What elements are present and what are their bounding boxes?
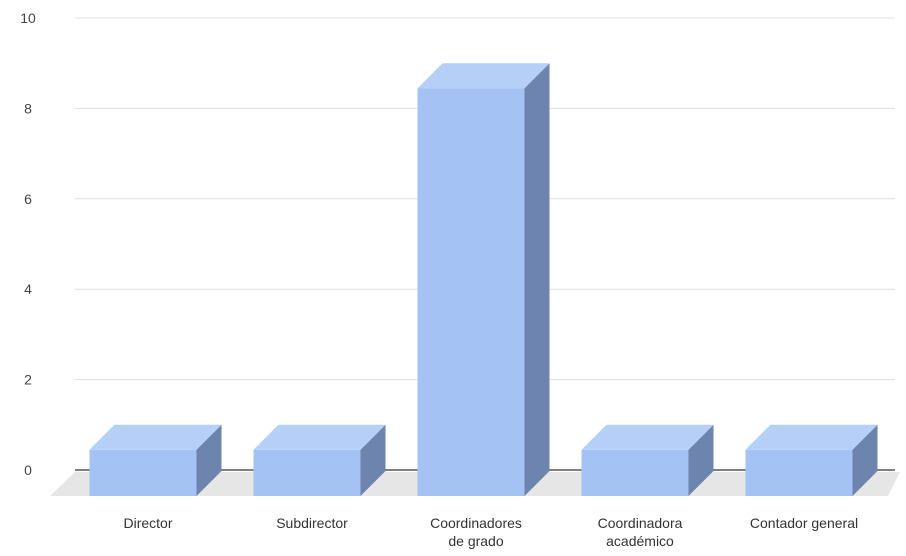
- bar-side-face: [852, 424, 878, 496]
- category-label: Contador general: [750, 515, 858, 531]
- category-label: Coordinadora académico: [598, 515, 683, 549]
- bar-top-face: [417, 63, 550, 89]
- bar-front-face: [253, 449, 361, 496]
- bar-top-face: [581, 424, 714, 450]
- x-axis-category-labels: Director Subdirector Coordinadores de grado…: [123, 515, 858, 549]
- bar-front-face: [417, 88, 525, 496]
- bar-side-face: [360, 424, 386, 496]
- category-label: Subdirector: [276, 515, 348, 531]
- bar: [745, 424, 878, 496]
- category-label: Director: [123, 515, 172, 531]
- y-tick-label: 8: [24, 100, 32, 116]
- y-tick-label: 2: [24, 372, 32, 388]
- bar-side-face: [688, 424, 714, 496]
- bar-front-face: [89, 449, 197, 496]
- y-tick-label: 0: [24, 462, 32, 478]
- y-axis-tick-labels: 0 2 4 6 8 10: [20, 10, 36, 478]
- bar-top-face: [89, 424, 222, 450]
- bar-front-face: [581, 449, 689, 496]
- y-tick-label: 6: [24, 191, 32, 207]
- bar: [253, 424, 386, 496]
- bar-top-face: [745, 424, 878, 450]
- bars: [89, 63, 878, 496]
- bar-side-face: [196, 424, 222, 496]
- bar-top-face: [253, 424, 386, 450]
- bar: [581, 424, 714, 496]
- bar-side-face: [524, 63, 550, 496]
- bar-front-face: [745, 449, 853, 496]
- y-tick-label: 10: [20, 10, 36, 26]
- y-tick-label: 4: [24, 281, 32, 297]
- bar: [417, 63, 550, 496]
- category-label: Coordinadores de grado: [430, 515, 522, 549]
- bar: [89, 424, 222, 496]
